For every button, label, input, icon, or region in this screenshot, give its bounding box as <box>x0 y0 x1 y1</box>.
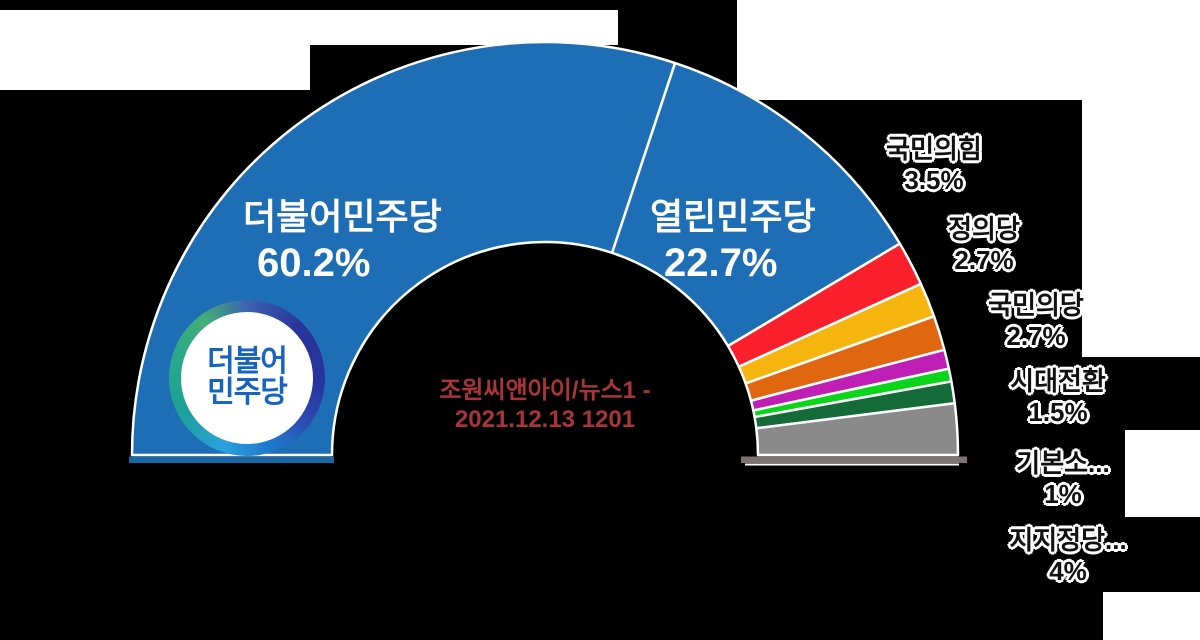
party-percent: 4% <box>1049 556 1087 587</box>
party-name: 정의당 <box>948 214 1020 244</box>
party-name: 열린민주당 <box>650 196 816 237</box>
depth-edge-left <box>129 456 334 463</box>
callout-basic-income: 기본소... 1% <box>998 448 1128 510</box>
white-background-patch <box>1103 592 1200 640</box>
party-percent: 22.7% <box>664 240 778 285</box>
white-background-patch <box>737 0 1200 100</box>
party-percent: 2.7% <box>1006 321 1066 352</box>
logo-text-line1: 더불어 <box>207 345 288 379</box>
party-percent: 3.5% <box>904 165 964 196</box>
segment-no-party <box>755 401 960 457</box>
party-name: 기본소... <box>1016 448 1110 478</box>
party-name: 국민의당 <box>988 290 1084 320</box>
callout-peoples-party: 국민의당 2.7% <box>970 290 1102 352</box>
segment-open-minjoo <box>610 61 902 348</box>
callout-people-power: 국민의힘 3.5% <box>868 134 1000 196</box>
logo-text-line2: 민주당 <box>207 376 288 409</box>
slice-label-deobureo-minjoo: 더불어민주당 60.2% <box>243 197 442 285</box>
depth-edge-right <box>741 456 967 463</box>
white-background-patch <box>1082 100 1200 357</box>
source-line2: 2021.12.13 1201 <box>454 406 636 434</box>
party-percent: 2.7% <box>954 245 1014 276</box>
party-percent: 1.5% <box>1028 397 1088 428</box>
source-line1: 조원씨앤아이/뉴스1 - <box>439 377 651 404</box>
party-name: 국민의힘 <box>886 134 982 164</box>
slice-label-open-minjoo: 열린민주당 22.7% <box>650 197 816 285</box>
party-percent: 60.2% <box>257 240 371 285</box>
white-background-patch <box>310 10 618 45</box>
logo-inner-circle: 더불어 민주당 <box>181 312 313 444</box>
depth-edge-underline <box>745 463 959 466</box>
party-percent: 1% <box>1044 479 1082 510</box>
minjoo-party-logo: 더불어 민주당 <box>169 300 325 456</box>
party-name: 지지정당... <box>1009 525 1127 555</box>
source-annotation: 조원씨앤아이/뉴스1 - 2021.12.13 1201 <box>395 376 695 435</box>
callout-justice-party: 정의당 2.7% <box>918 214 1050 276</box>
callout-no-party: 지지정당... 4% <box>1002 525 1134 587</box>
white-background-patch <box>0 10 310 90</box>
white-background-patch <box>1125 430 1200 517</box>
callout-transition-korea: 시대전환 1.5% <box>992 366 1124 428</box>
party-name: 더불어민주당 <box>243 196 442 237</box>
party-name: 시대전환 <box>1010 366 1106 396</box>
